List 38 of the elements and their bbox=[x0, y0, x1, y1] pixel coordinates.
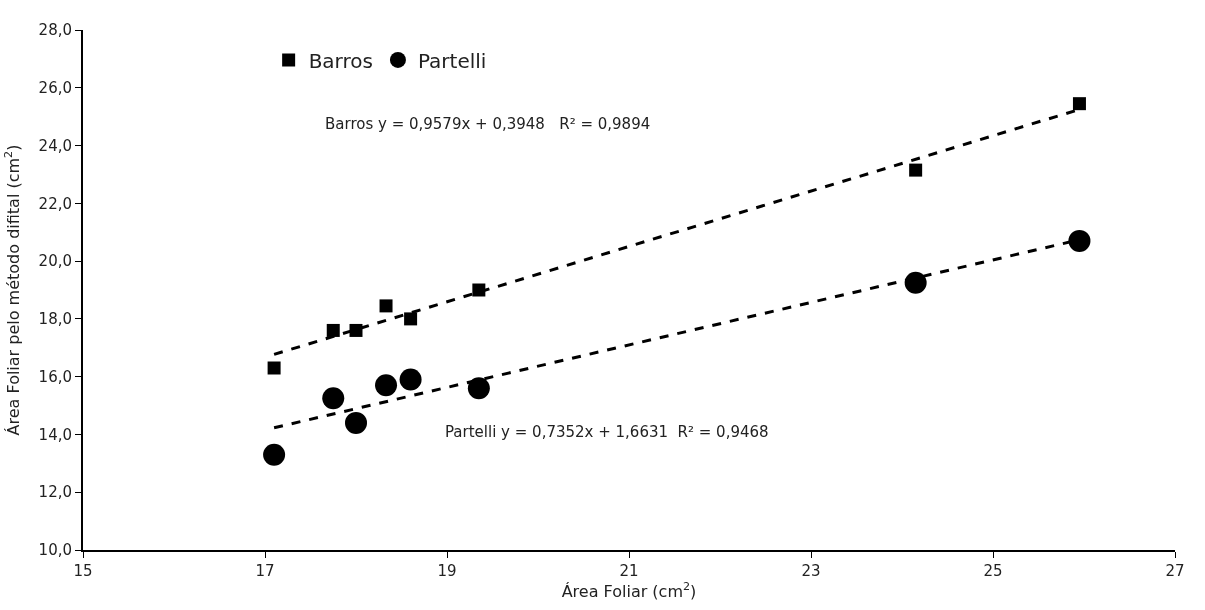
x-tick-label: 27 bbox=[1165, 562, 1185, 580]
x-axis-title: Área Foliar (cm$^{2}$) bbox=[561, 580, 697, 601]
legend-label: Barros bbox=[308, 48, 373, 73]
point bbox=[349, 323, 363, 337]
y-tick-label: 26,0 bbox=[38, 79, 72, 98]
x-tick-label: 15 bbox=[73, 562, 93, 580]
y-tick-label: 12,0 bbox=[38, 483, 72, 502]
y-tick-label: 28,0 bbox=[38, 21, 72, 40]
point bbox=[1072, 97, 1086, 111]
point bbox=[399, 368, 422, 391]
x-tick-label: 25 bbox=[983, 562, 1003, 580]
x-tick-label: 21 bbox=[619, 562, 639, 580]
point bbox=[404, 312, 418, 326]
point bbox=[467, 377, 490, 400]
annotation: Partelli y = 0,7352x + 1,6631 R² = 0,9468 bbox=[445, 423, 769, 441]
point bbox=[904, 271, 927, 294]
x-tick-label: 19 bbox=[437, 562, 457, 580]
point bbox=[345, 411, 367, 434]
point bbox=[1068, 229, 1091, 252]
point bbox=[326, 323, 340, 337]
y-tick-label: 20,0 bbox=[38, 252, 72, 271]
y-tick-label: 14,0 bbox=[38, 425, 72, 444]
x-tick-label: 23 bbox=[801, 562, 821, 580]
x-tick-label: 17 bbox=[255, 562, 275, 580]
y-tick-label: 18,0 bbox=[38, 310, 72, 329]
y-tick-label: 22,0 bbox=[38, 194, 72, 213]
annotation: Barros y = 0,9579x + 0,3948 R² = 0,9894 bbox=[325, 115, 651, 133]
point bbox=[263, 443, 286, 466]
point bbox=[909, 163, 923, 177]
point bbox=[375, 374, 398, 397]
point bbox=[379, 299, 393, 313]
y-tick-label: 24,0 bbox=[38, 136, 72, 155]
point bbox=[472, 283, 486, 297]
y-tick-label: 10,0 bbox=[38, 541, 72, 560]
point bbox=[267, 361, 281, 375]
legend-label: Partelli bbox=[417, 48, 487, 73]
y-tick-label: 16,0 bbox=[38, 367, 72, 386]
point bbox=[322, 387, 345, 410]
